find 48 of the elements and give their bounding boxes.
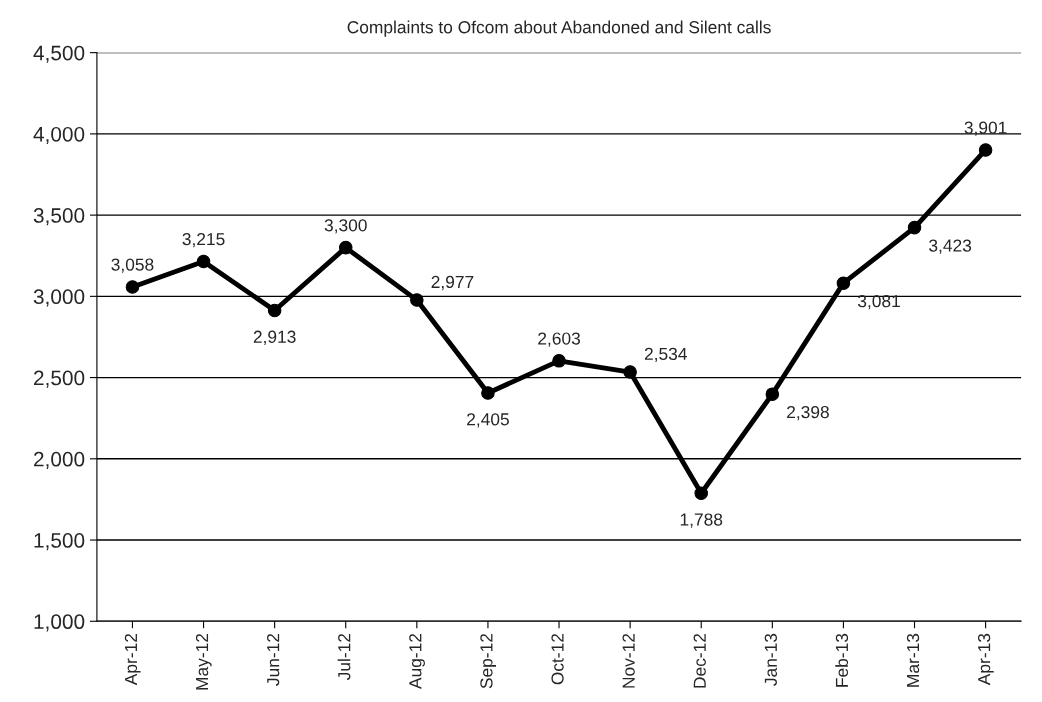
point [907, 220, 922, 235]
point [978, 143, 993, 157]
y-tick-label: 3,500 [33, 208, 85, 226]
data-label: 3,901 [964, 121, 1007, 136]
y-tick-label: 1,500 [34, 533, 85, 551]
data-label: 3,081 [857, 295, 900, 310]
x-tick-label: Apr-12 [124, 633, 141, 686]
data-label: 2,534 [644, 347, 687, 363]
point [267, 303, 282, 318]
data-label: 2,913 [253, 330, 296, 345]
point [552, 354, 566, 368]
data-label: 2,405 [467, 413, 509, 428]
x-tick-label: Dec-12 [693, 633, 706, 688]
point [125, 280, 140, 294]
point [338, 240, 353, 255]
point [481, 386, 495, 400]
x-tick-label: Jun-12 [267, 633, 280, 686]
y-tick-label: 4,500 [33, 45, 85, 63]
point [623, 365, 637, 379]
point [765, 387, 780, 401]
y-tick-label: 2,000 [34, 451, 85, 470]
point [196, 254, 211, 269]
x-tick-label: Aug-12 [409, 633, 425, 690]
x-tick-label: Jul-12 [337, 633, 351, 681]
data-label: 2,603 [538, 332, 580, 347]
y-tick-label: 2,500 [34, 370, 85, 388]
y-tick-label: 1,000 [34, 614, 85, 632]
y-tick-label: 3,000 [33, 289, 85, 307]
x-tick-label: Feb-13 [835, 633, 849, 687]
data-label: 3,423 [929, 239, 972, 254]
data-label: 3,215 [182, 232, 225, 248]
point [836, 276, 851, 290]
point [410, 293, 424, 307]
data-label: 3,300 [324, 219, 367, 234]
x-tick-label: Sep-12 [480, 633, 497, 689]
x-tick-label: Oct-12 [551, 633, 564, 685]
x-tick-label: May-12 [195, 633, 212, 690]
x-tick-label: Apr-13 [977, 633, 994, 686]
data-label: 3,058 [111, 258, 154, 273]
data-label: 1,788 [680, 513, 723, 528]
data-label: 2,398 [787, 405, 829, 421]
x-tick-label: Nov-12 [622, 633, 635, 688]
point [694, 486, 708, 501]
y-tick-label: 4,000 [33, 126, 85, 145]
x-tick-label: Mar-13 [906, 633, 920, 687]
data-label: 2,977 [431, 275, 474, 291]
chart-title: Complaints to Ofcom about Abandoned and Silent calls [347, 20, 771, 37]
x-tick-label: Jan-13 [764, 633, 777, 686]
